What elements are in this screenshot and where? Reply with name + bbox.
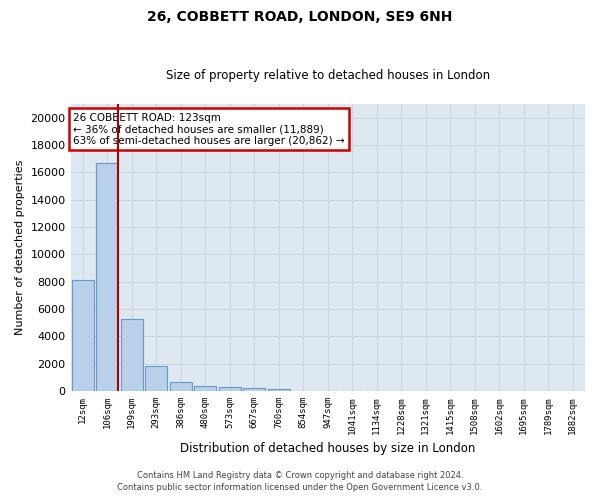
Text: 26 COBBETT ROAD: 123sqm
← 36% of detached houses are smaller (11,889)
63% of sem: 26 COBBETT ROAD: 123sqm ← 36% of detache… — [73, 112, 345, 146]
Text: 26, COBBETT ROAD, LONDON, SE9 6NH: 26, COBBETT ROAD, LONDON, SE9 6NH — [148, 10, 452, 24]
Bar — [219, 388, 241, 391]
Bar — [121, 318, 143, 391]
Text: Contains HM Land Registry data © Crown copyright and database right 2024.
Contai: Contains HM Land Registry data © Crown c… — [118, 471, 482, 492]
Bar — [268, 389, 290, 391]
Bar — [72, 280, 94, 391]
Bar — [170, 382, 192, 391]
X-axis label: Distribution of detached houses by size in London: Distribution of detached houses by size … — [180, 442, 475, 455]
Bar — [96, 164, 118, 391]
Bar — [194, 386, 217, 391]
Bar — [243, 388, 265, 391]
Bar — [145, 366, 167, 391]
Title: Size of property relative to detached houses in London: Size of property relative to detached ho… — [166, 69, 490, 82]
Y-axis label: Number of detached properties: Number of detached properties — [15, 160, 25, 336]
